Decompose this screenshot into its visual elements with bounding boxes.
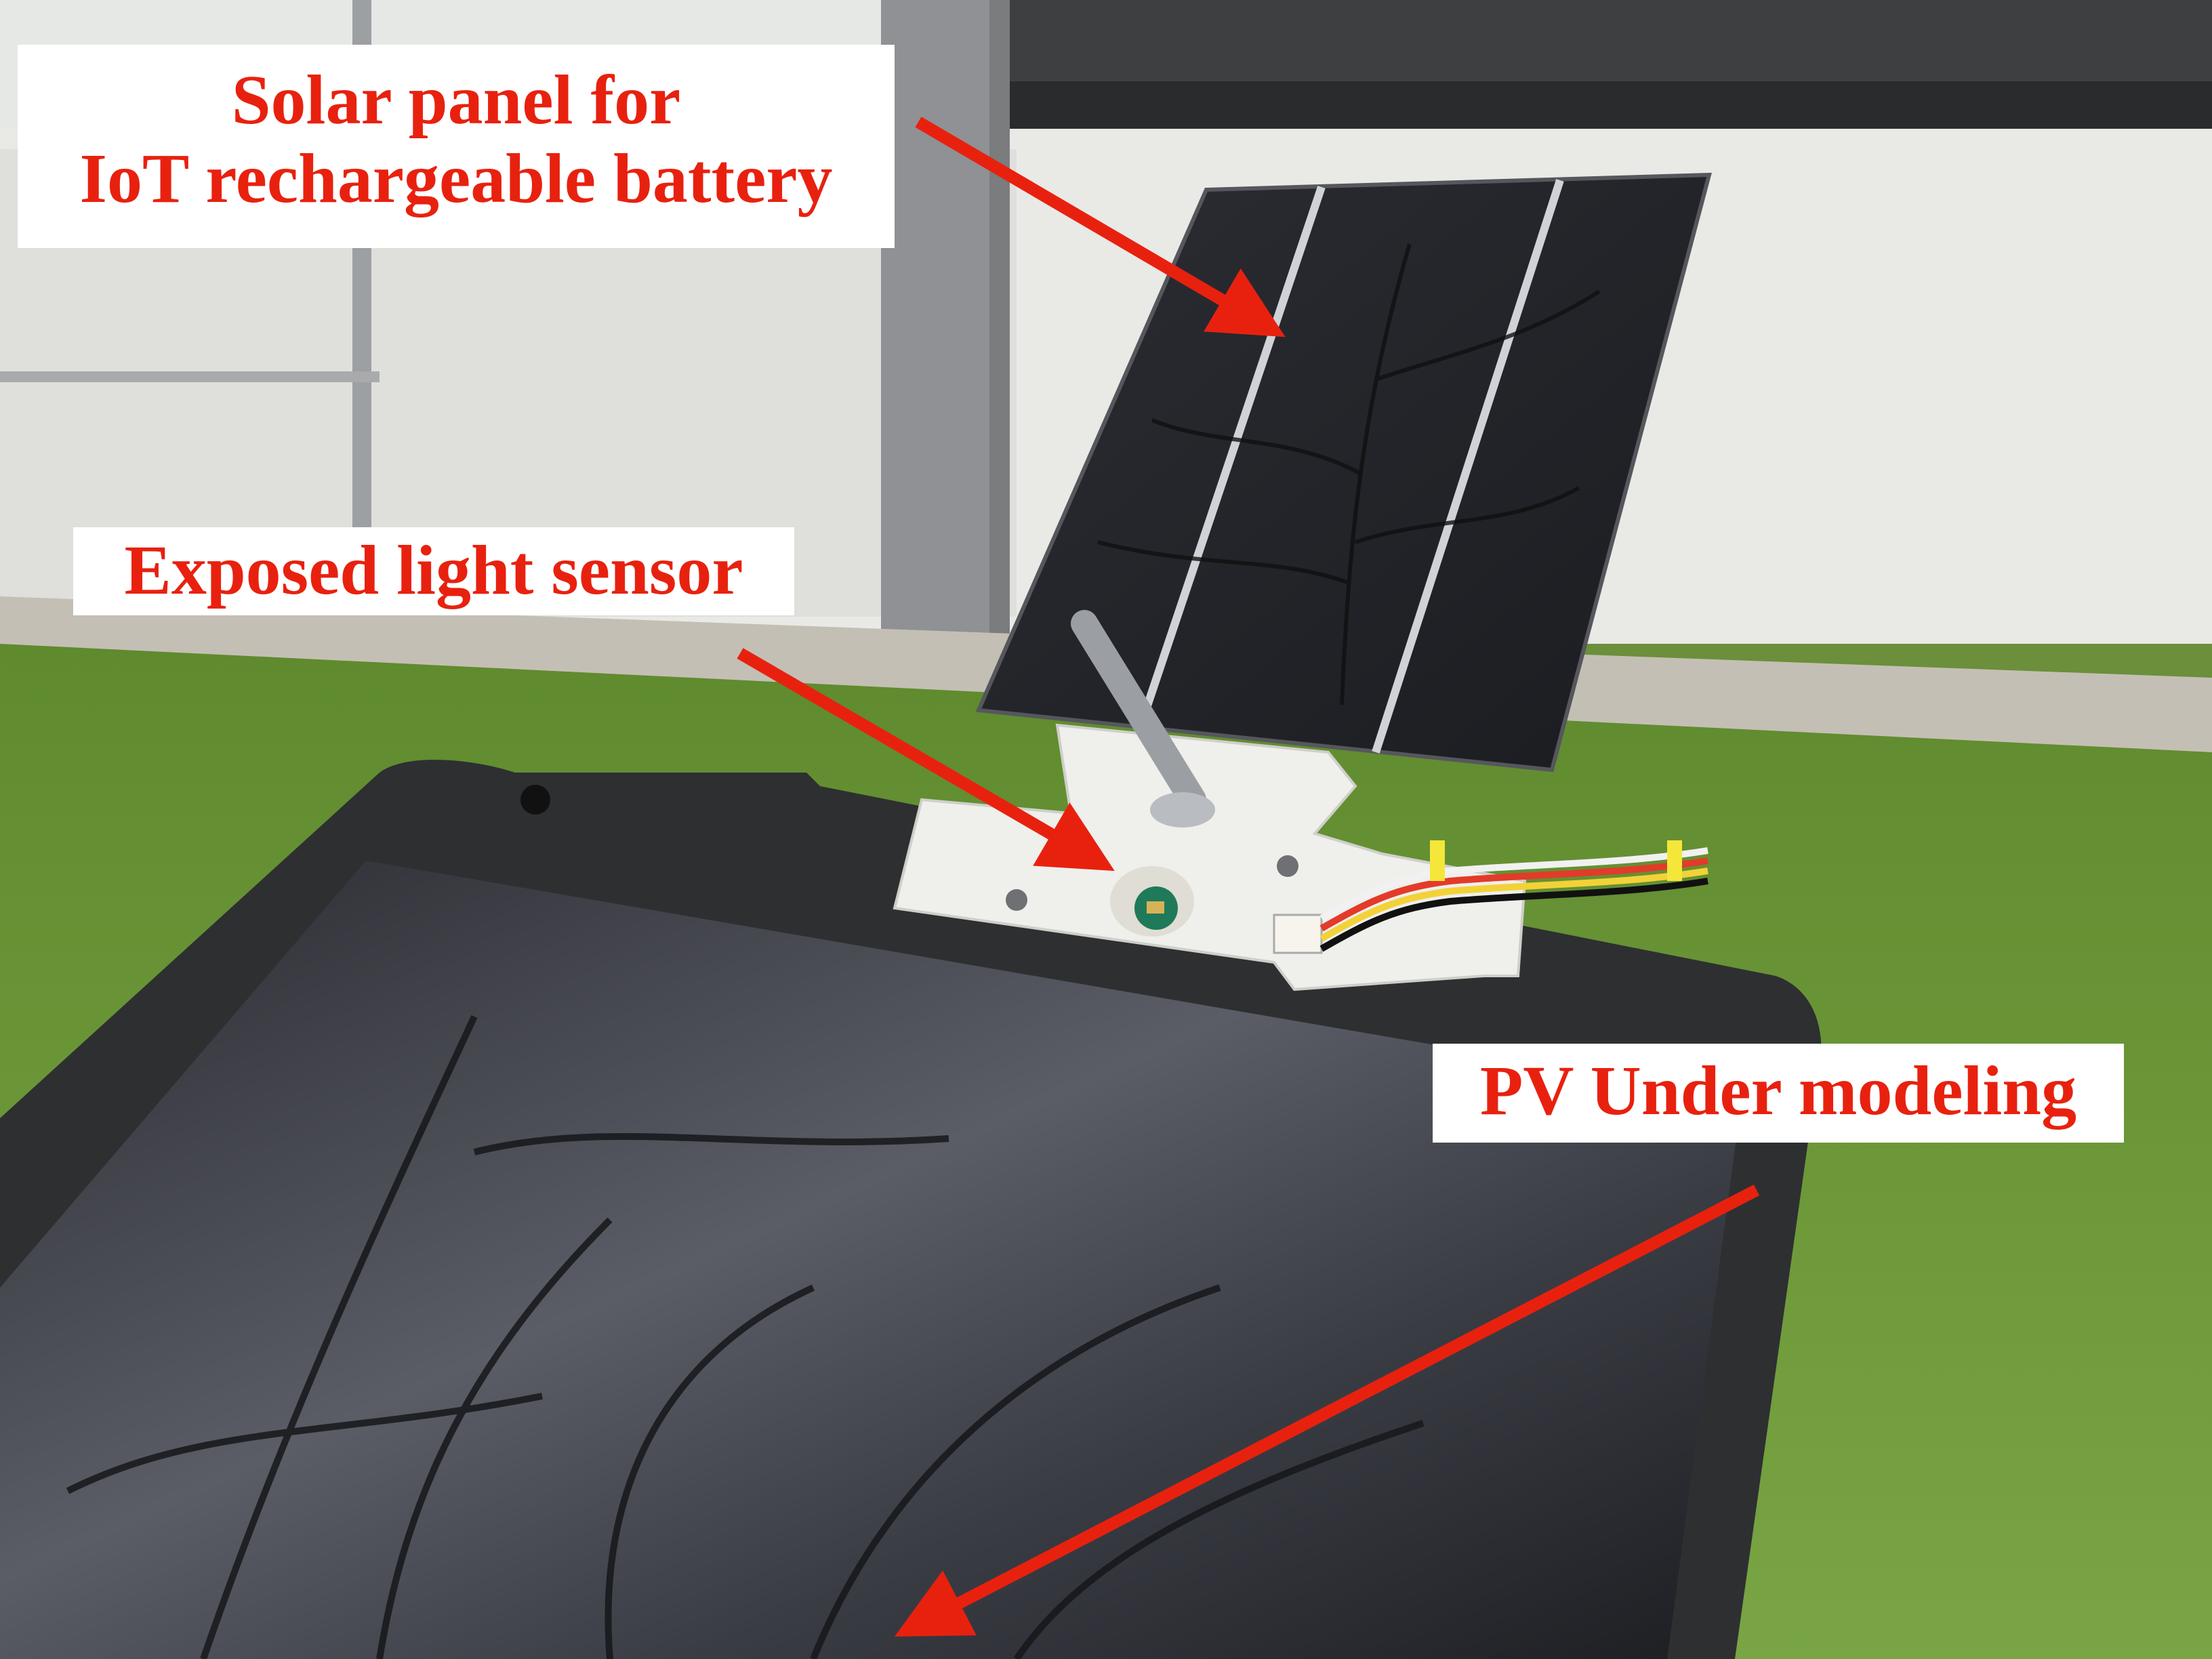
metal-bar (0, 371, 380, 382)
cable-tie-2 (1667, 840, 1682, 881)
solar-panel-label-line1: Solar panel for (231, 61, 681, 139)
solar-panel-label-line2: IoT rechargeable battery (79, 140, 833, 218)
small-solar-panel (975, 172, 1712, 773)
panel-busbar-2 (1372, 179, 1564, 754)
screw-1 (1006, 889, 1027, 911)
wire-bundle (1319, 847, 1708, 952)
pillar-edge (989, 0, 1010, 664)
screw-2 (1277, 855, 1298, 877)
cable-connector (1273, 914, 1323, 954)
roof-shadow (1003, 81, 2212, 129)
grey-pillar (881, 0, 1003, 664)
solar-panel-label: Solar panel for IoT rechargeable battery (18, 45, 895, 248)
arrow-solar-panel (915, 117, 1286, 337)
pv-under-modeling-label: PV Under modeling (1433, 1044, 2124, 1143)
sensor-chip (1147, 901, 1164, 914)
bolt-nut (1150, 792, 1215, 827)
frame-hole (520, 785, 550, 815)
arrow-light-sensor (737, 648, 1115, 872)
tree-reflection-large (66, 1015, 1425, 1659)
light-sensor-label: Exposed light sensor (73, 527, 794, 615)
mounting-bolt (1071, 610, 1206, 813)
roof-overhang (1003, 0, 2212, 81)
arrow-pv-under-modeling (895, 1185, 1760, 1637)
panel-busbar-1 (1134, 186, 1326, 733)
tree-reflection-small (1097, 243, 1601, 705)
cable-tie-1 (1430, 840, 1445, 881)
